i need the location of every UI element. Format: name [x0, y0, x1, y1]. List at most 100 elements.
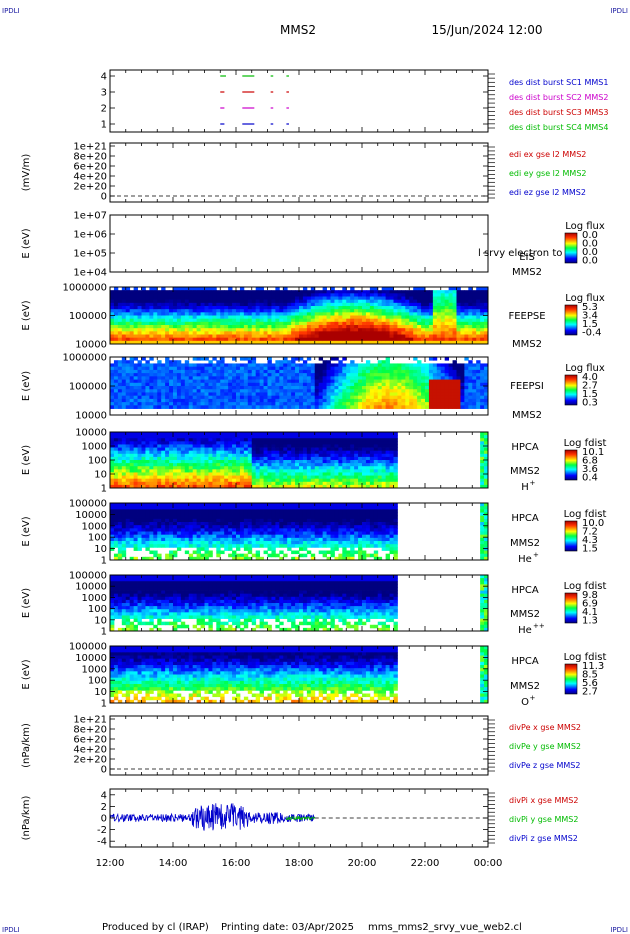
spectrogram-cell [342, 321, 347, 326]
spectrogram-cell [283, 360, 288, 364]
spectrogram-cell [417, 398, 422, 403]
spectrogram-cell [228, 478, 233, 483]
spectrogram-cell [318, 395, 324, 400]
spectrogram-cell [212, 466, 217, 470]
spectrogram-cell [165, 478, 170, 483]
spectrogram-cell [302, 405, 308, 409]
spectrogram-cell [299, 395, 304, 400]
spectrogram-cell [428, 402, 434, 406]
spectrogram-cell [239, 475, 245, 480]
spectrogram-cell [141, 337, 146, 342]
spectrogram-cell [141, 373, 146, 377]
spectrogram-cell [484, 306, 489, 310]
spectrogram-cell [456, 402, 461, 406]
spectrogram-cell [271, 302, 276, 307]
spectrogram-cell [460, 386, 465, 390]
spectrogram-cell [188, 331, 194, 335]
spectrogram-cell [287, 447, 292, 452]
spectrogram-cell [377, 290, 383, 294]
spectrogram-cell [247, 293, 253, 297]
spectrogram-cell [389, 299, 394, 304]
spectrogram-cell [464, 302, 469, 307]
spectrogram-cell [275, 334, 280, 339]
spectrogram-cell [389, 373, 394, 377]
spacecraft-title: MMS2 [280, 23, 316, 37]
spectrogram-cell [279, 456, 284, 461]
spectrogram-cell [200, 302, 205, 307]
spectrogram-cell [259, 309, 264, 313]
spectrogram-cell [456, 299, 461, 304]
spectrogram-cell [330, 450, 335, 455]
spectrogram-cell [342, 296, 347, 301]
spectrogram-cell [444, 376, 450, 380]
spectrogram-cell [393, 296, 398, 301]
spectrogram-cell [263, 376, 268, 380]
spectrogram-cell [295, 296, 300, 301]
spectrogram-cell [362, 447, 367, 452]
spectrogram-cell [161, 306, 166, 310]
instrument-label: HPCA [511, 442, 539, 453]
spectrogram-cell [212, 435, 217, 439]
spectrogram-cell [212, 460, 217, 464]
spectrogram-cell [255, 369, 261, 374]
spectrogram-cell [239, 376, 245, 380]
spectrogram-cell [279, 373, 284, 377]
spectrogram-cell [362, 475, 367, 480]
spectrogram-cell [302, 325, 308, 329]
spectrogram-cell [417, 369, 422, 374]
spectrogram-cell [117, 325, 123, 329]
spectrogram-cell [110, 302, 115, 307]
spectrogram-cell [448, 334, 453, 339]
spectrogram-cell [310, 318, 316, 323]
spectrogram-cell [306, 357, 312, 361]
spectrogram-cell [259, 325, 264, 329]
spectrogram-cell [318, 334, 324, 339]
spectrogram-cell [149, 340, 154, 345]
spectrogram-cell [180, 472, 186, 476]
spectrogram-cell [314, 306, 320, 310]
spectrogram-cell [385, 328, 390, 332]
spectrogram-cell [358, 405, 363, 409]
spectrogram-cell [192, 337, 198, 342]
spectrogram-cell [200, 484, 205, 489]
spectrogram-cell [243, 357, 249, 361]
spectrogram-cell [385, 456, 390, 461]
spectrogram-cell [161, 392, 166, 397]
spectrogram-cell [232, 331, 237, 335]
spectrogram-cell [255, 435, 261, 439]
spectrogram-cell [169, 435, 174, 439]
spectrogram-cell [117, 435, 123, 439]
y-tick-label: 8e+20 [73, 152, 107, 163]
spectrogram-cell [153, 376, 158, 380]
spectrogram-cell [476, 360, 481, 364]
spectrogram-cell [220, 302, 225, 307]
spectrogram-cell [113, 331, 119, 335]
spectrogram-cell [358, 376, 363, 380]
spectrogram-cell [259, 287, 264, 291]
spectrogram-cell [196, 369, 201, 374]
spectrogram-cell [220, 379, 225, 384]
spectrogram-cell [196, 334, 201, 339]
spectrogram-cell [176, 302, 182, 307]
spectrogram-cell [365, 453, 371, 458]
spectrogram-cell [192, 306, 198, 310]
spectrogram-cell [121, 478, 127, 483]
spectrogram-cell [255, 296, 261, 301]
spectrogram-cell [377, 475, 383, 480]
spectrogram-cell [117, 369, 123, 374]
spectrogram-cell [129, 360, 135, 364]
spectrogram-cell [460, 321, 465, 326]
spectrogram-cell [417, 290, 422, 294]
spectrogram-cell [444, 405, 450, 409]
spectrogram-cell [137, 302, 142, 307]
spectrogram-cell [413, 318, 418, 323]
spectrogram-cell [149, 306, 154, 310]
spectrogram-cell [310, 438, 316, 442]
spectrogram-cell [165, 373, 170, 377]
spectrogram-cell [113, 541, 119, 545]
spectrogram-cell [444, 312, 450, 316]
spectrogram-cell [129, 382, 135, 387]
spectrogram-cell [275, 469, 280, 473]
spectrogram-cell [220, 478, 225, 483]
